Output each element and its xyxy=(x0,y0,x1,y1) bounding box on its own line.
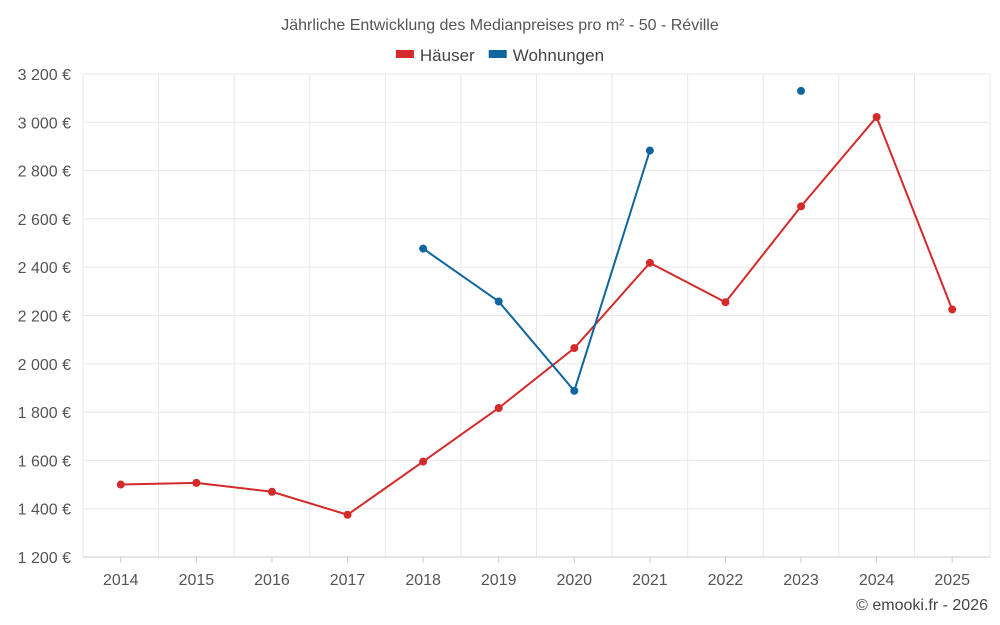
x-tick-label: 2025 xyxy=(934,572,970,589)
data-point[interactable] xyxy=(645,146,654,155)
data-point[interactable] xyxy=(494,297,503,306)
credit-text: © emooki.fr - 2026 xyxy=(856,597,988,614)
legend-label: Häuser xyxy=(420,46,475,65)
data-point[interactable] xyxy=(872,112,881,121)
series-1 xyxy=(116,112,957,519)
x-tick-label: 2016 xyxy=(254,572,290,589)
x-tick-label: 2019 xyxy=(481,572,517,589)
y-tick-label: 2 600 € xyxy=(18,212,71,229)
data-point[interactable] xyxy=(267,487,276,496)
legend-item[interactable]: Wohnungen xyxy=(488,46,604,65)
y-tick-label: 1 600 € xyxy=(18,453,71,470)
legend-label: Wohnungen xyxy=(513,46,604,65)
data-point[interactable] xyxy=(797,202,806,211)
x-tick-label: 2015 xyxy=(179,572,215,589)
x-tick-label: 2022 xyxy=(708,572,744,589)
data-point[interactable] xyxy=(721,298,730,307)
y-tick-label: 2 200 € xyxy=(18,309,71,326)
data-point[interactable] xyxy=(570,386,579,395)
data-point[interactable] xyxy=(494,403,503,412)
x-tick-label: 2023 xyxy=(783,572,819,589)
y-axis: 1 200 € 1 400 € 1 600 € 1 800 € 2 000 € 2 200… xyxy=(18,67,71,567)
y-tick-label: 3 200 € xyxy=(18,67,71,84)
grid-lines xyxy=(82,73,991,558)
legend-swatch xyxy=(488,50,507,58)
legend-swatch xyxy=(395,50,414,58)
x-tick-label: 2020 xyxy=(556,572,592,589)
series-line xyxy=(120,115,954,516)
chart-title: Jährliche Entwicklung des Medianpreises … xyxy=(281,17,719,34)
x-axis: 2014 2015 2016 2017 2018 2019 2020 2021 2022 2023… xyxy=(83,556,990,589)
x-tick-label: 2024 xyxy=(859,572,895,589)
legend-item[interactable]: Häuser xyxy=(395,46,475,65)
data-point[interactable] xyxy=(797,86,806,95)
series-2 xyxy=(419,86,806,395)
data-point[interactable] xyxy=(116,480,125,489)
y-tick-label: 2 800 € xyxy=(18,164,71,181)
x-tick-label: 2018 xyxy=(405,572,441,589)
y-tick-label: 3 000 € xyxy=(18,115,71,132)
data-point[interactable] xyxy=(645,258,654,267)
y-tick-label: 2 000 € xyxy=(18,357,71,374)
y-tick-label: 1 800 € xyxy=(18,405,71,422)
data-point[interactable] xyxy=(343,510,352,519)
x-tick-label: 2017 xyxy=(330,572,366,589)
series-line xyxy=(422,150,651,393)
y-tick-label: 2 400 € xyxy=(18,260,71,277)
data-point[interactable] xyxy=(419,457,428,466)
data-point[interactable] xyxy=(419,244,428,253)
x-tick-label: 2021 xyxy=(632,572,668,589)
x-tick-label: 2014 xyxy=(103,572,139,589)
data-point[interactable] xyxy=(570,344,579,353)
legend: Häuser Wohnungen xyxy=(395,46,604,65)
series-layer xyxy=(116,86,957,519)
data-point[interactable] xyxy=(948,305,957,314)
y-tick-label: 1 400 € xyxy=(18,502,71,519)
data-point[interactable] xyxy=(192,478,201,487)
y-tick-label: 1 200 € xyxy=(18,550,71,567)
